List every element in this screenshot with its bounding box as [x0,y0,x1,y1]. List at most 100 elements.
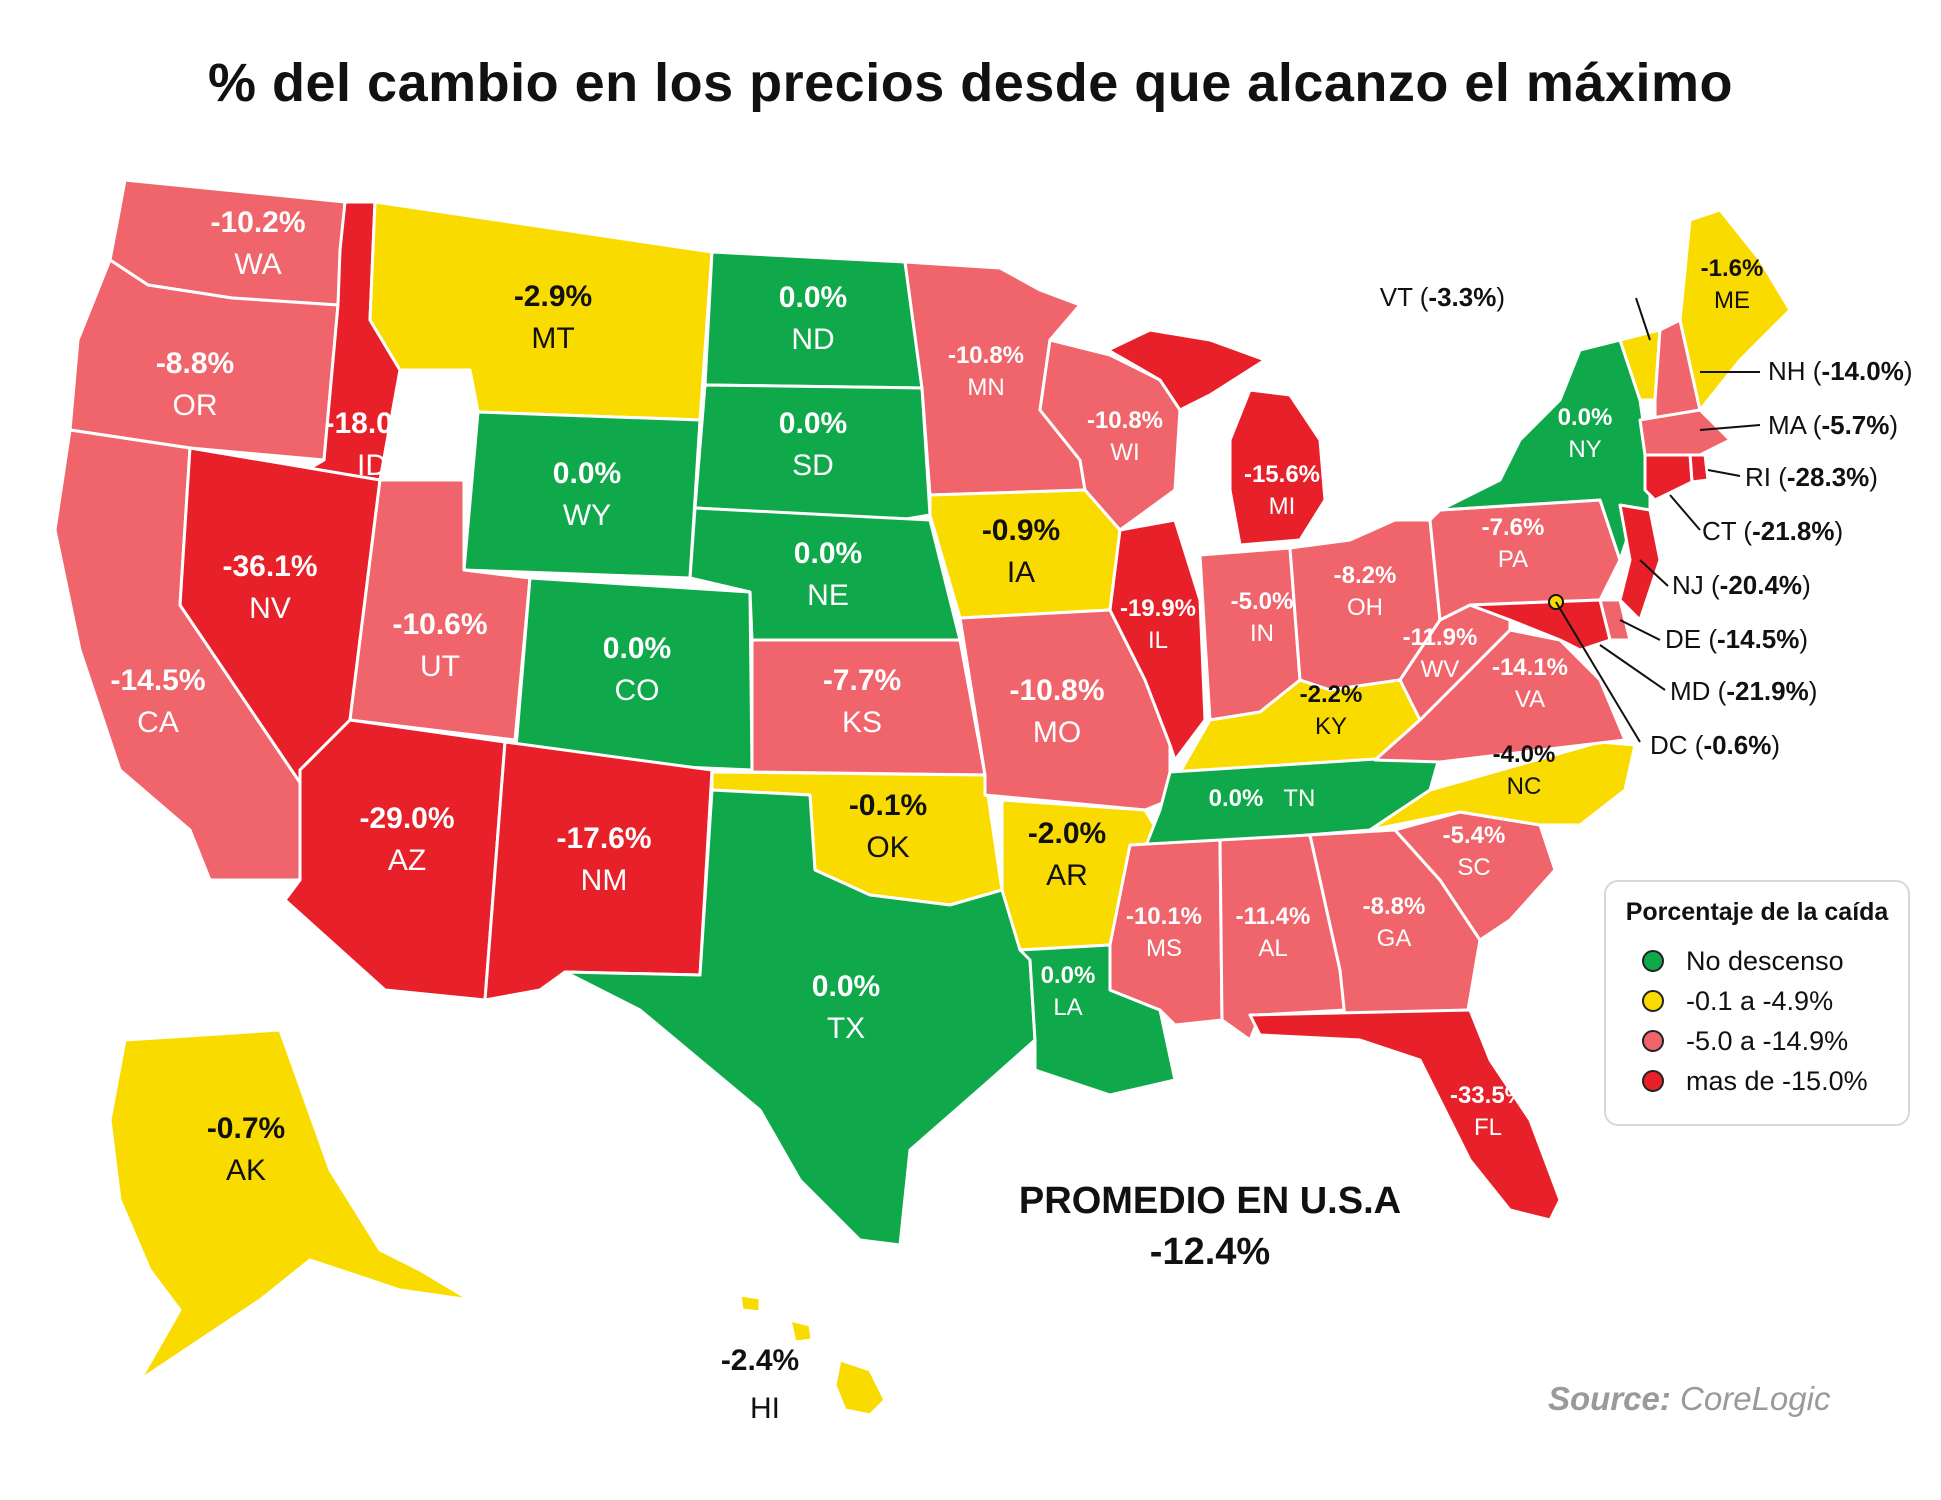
state-shape-CT [1643,453,1694,502]
state-value-NV: -36.1% [222,550,317,583]
state-code-SD: SD [792,449,834,482]
state-value-ME: -1.6% [1701,255,1764,282]
state-value-NE: 0.0% [794,537,862,570]
state-value-OR: -8.8% [156,347,234,380]
state-shape-MA [1638,408,1732,457]
state-code-TX: TX [827,1012,865,1045]
state-value-UT: -10.6% [392,608,487,641]
state-value-OH: -8.2% [1334,562,1397,589]
state-code-KY: KY [1315,713,1347,740]
legend-item-medio: -5.0 a -14.9% [1642,1024,1848,1058]
state-value-ID: -18.0% [324,407,419,440]
state-shape-NJ [1618,503,1662,622]
state-code-OH: OH [1347,594,1383,621]
state-code-LA: LA [1053,994,1082,1021]
state-value-IN: -5.0% [1231,588,1294,615]
state-code-MS: MS [1146,935,1182,962]
us-average: PROMEDIO EN U.S.A -12.4% [960,1180,1460,1274]
state-value-LA: 0.0% [1041,962,1096,989]
legend-item-leve: -0.1 a -4.9% [1642,984,1833,1018]
callout-value-DE: -14.5% [1717,624,1799,654]
callout-code-VT: VT ( [1380,282,1429,312]
state-code-CO: CO [615,674,660,707]
us-average-label: PROMEDIO EN U.S.A [1018,1180,1402,1222]
state-value-PA: -7.6% [1482,514,1545,541]
state-value-TN: 0.0% [1209,785,1264,812]
legend-label: -5.0 a -14.9% [1686,1025,1849,1056]
state-value-AZ: -29.0% [359,802,454,835]
state-code-NV: NV [249,592,291,625]
state-code-MI: MI [1269,493,1296,520]
state-value-CA: -14.5% [110,664,205,697]
state-code-KS: KS [842,706,882,739]
legend-swatch [1642,990,1664,1012]
state-code-MO: MO [1033,716,1081,749]
state-value-MS: -10.1% [1126,903,1202,930]
state-code-FL: FL [1474,1114,1502,1141]
state-value-VA: -14.1% [1492,654,1568,681]
state-value-NC: -4.0% [1493,741,1556,768]
state-shape-SD [693,383,932,522]
callout-code-NH: NH ( [1768,356,1822,386]
state-shape-MS [1108,838,1224,1027]
state-value-AR: -2.0% [1028,817,1106,850]
state-code-AZ: AZ [388,844,426,877]
callout-value-MD: -21.9% [1726,676,1808,706]
state-code-SC: SC [1457,854,1490,881]
state-code-IA: IA [1007,556,1035,589]
state-code-HI: HI [750,1392,780,1425]
legend-swatch [1642,950,1664,972]
state-shape-IL [1108,518,1207,762]
callout-code-DC: DC ( [1650,730,1704,760]
callout-label-NJ: NJ (-20.4%) [1672,570,1811,600]
callout-label-CT: CT (-21.8%) [1702,516,1843,546]
state-value-GA: -8.8% [1363,893,1426,920]
state-shape-WY [462,410,702,580]
state-code-MN: MN [967,374,1004,401]
callout-label-RI: RI (-28.3%) [1745,462,1878,492]
state-code-PA: PA [1498,546,1528,573]
callout-value-VT: -3.3% [1428,282,1496,312]
callout-label-MA: MA (-5.7%) [1768,410,1898,440]
state-value-WA: -10.2% [210,206,305,239]
legend-swatch [1642,1030,1664,1052]
state-code-NE: NE [807,579,849,612]
state-shape-ME [1678,208,1792,412]
source-prefix: Source: [1548,1380,1671,1417]
source-credit: Source: CoreLogic [1548,1380,1830,1418]
legend-label: mas de -15.0% [1686,1065,1868,1096]
state-value-NY: 0.0% [1558,404,1613,431]
map-title: % del cambio en los precios desde que al… [208,53,1733,113]
state-code-NC: NC [1507,773,1542,800]
state-code-WA: WA [234,248,281,281]
state-value-IA: -0.9% [982,514,1060,547]
state-value-TX: 0.0% [812,970,880,1003]
state-shape-FL [1248,1008,1562,1222]
callout-value-NJ: -20.4% [1720,570,1802,600]
state-value-CO: 0.0% [603,632,671,665]
state-value-HI: -2.4% [721,1344,799,1377]
callout-label-DE: DE (-14.5%) [1665,624,1808,654]
state-code-OR: OR [173,389,218,422]
state-code-ND: ND [791,323,834,356]
state-shape-HI [738,1293,887,1417]
state-code-ID: ID [357,449,387,482]
legend-label: No descenso [1686,945,1844,976]
callout-code-RI: RI ( [1745,462,1787,492]
callout-value-RI: -28.3% [1787,462,1869,492]
state-code-NY: NY [1568,436,1601,463]
state-code-TN: TN [1283,785,1315,812]
source-name: CoreLogic [1680,1380,1831,1417]
state-value-SC: -5.4% [1443,822,1506,849]
callout-code-DE: DE ( [1665,624,1717,654]
state-code-UT: UT [420,650,460,683]
legend-item-no-descenso: No descenso [1642,944,1844,978]
callout-value-DC: -0.6% [1703,730,1771,760]
state-code-WV: WV [1421,656,1460,683]
state-code-AR: AR [1046,859,1088,892]
callout-code-NJ: NJ ( [1672,570,1720,600]
state-shape-AK [108,1028,472,1382]
state-shape-NC [1368,740,1637,832]
state-code-GA: GA [1377,925,1412,952]
state-code-WI: WI [1110,439,1139,466]
